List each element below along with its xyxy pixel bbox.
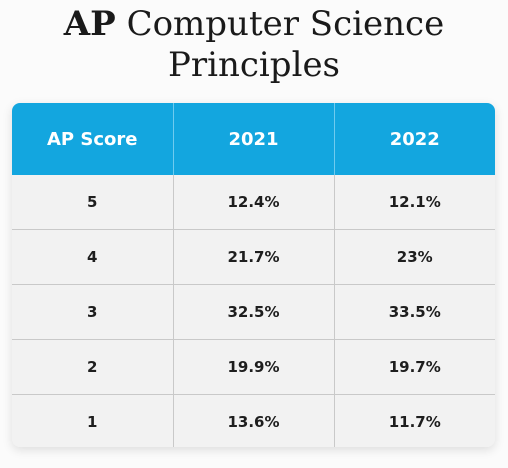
cell-score: 5 bbox=[12, 175, 174, 230]
cell-2021: 21.7% bbox=[173, 229, 335, 285]
cell-score: 3 bbox=[12, 284, 174, 340]
table-row: 5 12.4% 12.1% bbox=[12, 175, 495, 230]
cell-score: 2 bbox=[12, 339, 174, 395]
page-title-bold: AP bbox=[63, 4, 116, 44]
score-table: AP Score 2021 2022 5 12.4% 12.1% 4 21.7%… bbox=[12, 103, 495, 447]
score-table-card: AP Score 2021 2022 5 12.4% 12.1% 4 21.7%… bbox=[12, 103, 495, 447]
cell-2022: 23% bbox=[334, 229, 495, 285]
table-row: 3 32.5% 33.5% bbox=[12, 284, 495, 340]
page-title: AP Computer Science Principles bbox=[0, 4, 508, 86]
header-ap-score: AP Score bbox=[12, 103, 174, 175]
header-2022: 2022 bbox=[334, 103, 495, 175]
cell-2022: 19.7% bbox=[334, 339, 495, 395]
page-title-rest: Computer Science Principles bbox=[126, 4, 445, 85]
cell-2021: 13.6% bbox=[173, 394, 335, 447]
cell-score: 1 bbox=[12, 394, 174, 447]
table-row: 4 21.7% 23% bbox=[12, 229, 495, 285]
cell-2022: 11.7% bbox=[334, 394, 495, 447]
cell-2022: 12.1% bbox=[334, 175, 495, 230]
cell-score: 4 bbox=[12, 229, 174, 285]
cell-2021: 32.5% bbox=[173, 284, 335, 340]
cell-2021: 12.4% bbox=[173, 175, 335, 230]
score-table-header: AP Score 2021 2022 bbox=[12, 103, 495, 175]
table-row: 1 13.6% 11.7% bbox=[12, 394, 495, 447]
table-row: 2 19.9% 19.7% bbox=[12, 339, 495, 395]
header-row: AP Score 2021 2022 bbox=[12, 103, 495, 175]
score-table-body: 5 12.4% 12.1% 4 21.7% 23% 3 32.5% 33.5% … bbox=[12, 175, 495, 447]
cell-2021: 19.9% bbox=[173, 339, 335, 395]
header-2021: 2021 bbox=[173, 103, 335, 175]
cell-2022: 33.5% bbox=[334, 284, 495, 340]
